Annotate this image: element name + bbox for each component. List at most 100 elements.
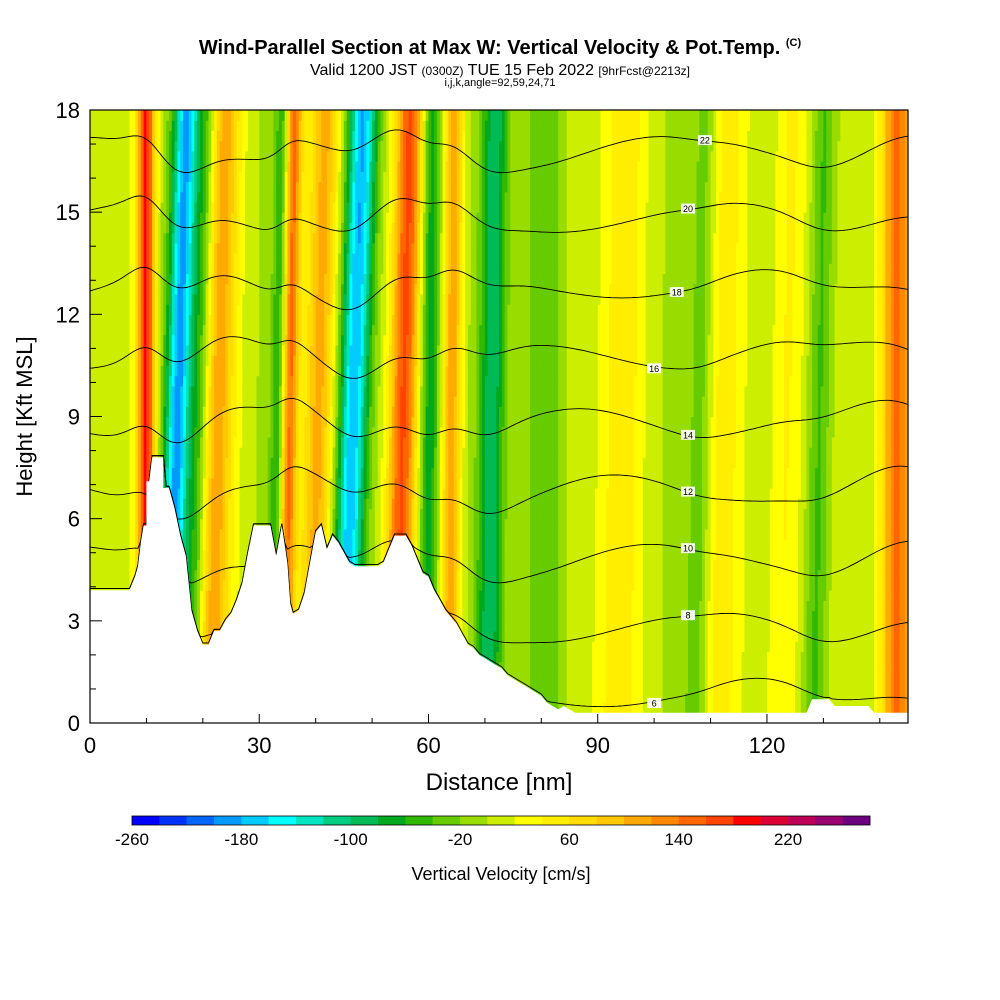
velocity-cell — [90, 263, 94, 275]
velocity-cell — [264, 406, 269, 418]
velocity-cell — [129, 549, 133, 561]
velocity-cell — [247, 334, 252, 346]
velocity-cell — [140, 477, 145, 489]
velocity-cell — [307, 191, 311, 203]
velocity-cell — [211, 498, 215, 510]
velocity-cell — [278, 222, 283, 234]
velocity-cell — [222, 283, 226, 295]
velocity-cell — [228, 600, 232, 612]
velocity-cell — [137, 355, 142, 367]
velocity-cell — [191, 457, 195, 469]
velocity-cell — [298, 120, 303, 132]
velocity-cell — [211, 304, 215, 315]
velocity-cell — [163, 406, 167, 418]
velocity-cell — [273, 518, 277, 530]
velocity-cell — [90, 355, 94, 367]
velocity-cell — [225, 528, 229, 540]
velocity-cell — [168, 120, 173, 132]
velocity-cell — [304, 161, 308, 172]
velocity-cell — [188, 191, 193, 203]
velocity-cell — [312, 457, 317, 469]
velocity-cell — [253, 324, 258, 336]
velocity-cell — [135, 283, 139, 295]
velocity-cell — [307, 273, 311, 285]
velocity-cell — [276, 334, 280, 346]
velocity-cell — [197, 232, 201, 244]
velocity-cell — [137, 191, 142, 203]
velocity-cell — [298, 365, 303, 377]
velocity-cell — [202, 130, 207, 142]
velocity-cell — [202, 293, 207, 305]
velocity-cell — [132, 559, 136, 571]
velocity-cell — [301, 365, 305, 377]
velocity-cell — [301, 528, 305, 540]
velocity-cell — [188, 416, 193, 428]
velocity-cell — [118, 477, 122, 489]
velocity-cell — [278, 436, 283, 448]
velocity-cell — [228, 436, 232, 448]
velocity-cell — [304, 539, 308, 550]
velocity-cell — [301, 222, 305, 234]
velocity-cell — [219, 140, 224, 152]
velocity-cell — [194, 406, 198, 418]
velocity-cell — [233, 201, 238, 213]
velocity-cell — [177, 416, 181, 428]
velocity-cell — [160, 201, 164, 213]
velocity-cell — [205, 120, 210, 132]
velocity-cell — [200, 171, 204, 183]
velocity-cell — [318, 334, 322, 346]
velocity-cell — [233, 324, 238, 336]
velocity-cell — [135, 150, 139, 162]
velocity-cell — [183, 120, 187, 132]
velocity-cell — [256, 477, 260, 489]
velocity-cell — [112, 569, 116, 581]
velocity-cell — [92, 518, 97, 530]
velocity-cell — [194, 457, 198, 469]
velocity-cell — [284, 528, 289, 540]
velocity-cell — [137, 212, 142, 223]
velocity-cell — [253, 242, 258, 254]
velocity-cell — [121, 150, 125, 162]
velocity-cell — [219, 232, 224, 244]
velocity-cell — [157, 110, 162, 121]
velocity-cell — [205, 253, 210, 264]
velocity-cell — [321, 201, 325, 213]
velocity-cell — [205, 477, 210, 489]
velocity-cell — [135, 334, 139, 346]
velocity-cell — [310, 488, 314, 499]
velocity-cell — [152, 263, 156, 275]
velocity-cell — [197, 314, 201, 326]
velocity-cell — [259, 232, 263, 244]
velocity-cell — [287, 212, 291, 223]
velocity-cell — [132, 212, 136, 223]
velocity-cell — [250, 161, 255, 172]
velocity-cell — [290, 447, 294, 458]
velocity-cell — [194, 426, 198, 438]
velocity-cell — [307, 385, 311, 397]
velocity-cell — [228, 375, 232, 387]
velocity-cell — [149, 334, 153, 346]
velocity-cell — [315, 334, 320, 346]
velocity-cell — [121, 447, 125, 458]
velocity-cell — [174, 355, 179, 367]
velocity-cell — [293, 528, 297, 540]
velocity-cell — [216, 242, 221, 254]
velocity-cell — [92, 396, 97, 407]
velocity-cell — [262, 273, 266, 285]
velocity-cell — [253, 385, 258, 397]
velocity-cell — [126, 273, 131, 285]
velocity-cell — [157, 191, 162, 203]
velocity-cell — [126, 314, 131, 326]
velocity-cell — [118, 447, 122, 458]
velocity-cell — [168, 477, 173, 489]
velocity-cell — [304, 130, 308, 142]
velocity-cell — [211, 201, 215, 213]
velocity-cell — [115, 222, 119, 234]
velocity-cell — [276, 467, 280, 479]
velocity-cell — [101, 171, 105, 183]
velocity-cell — [304, 120, 308, 132]
velocity-cell — [132, 549, 136, 561]
velocity-cell — [321, 273, 325, 285]
velocity-cell — [262, 304, 266, 315]
velocity-cell — [118, 130, 122, 142]
